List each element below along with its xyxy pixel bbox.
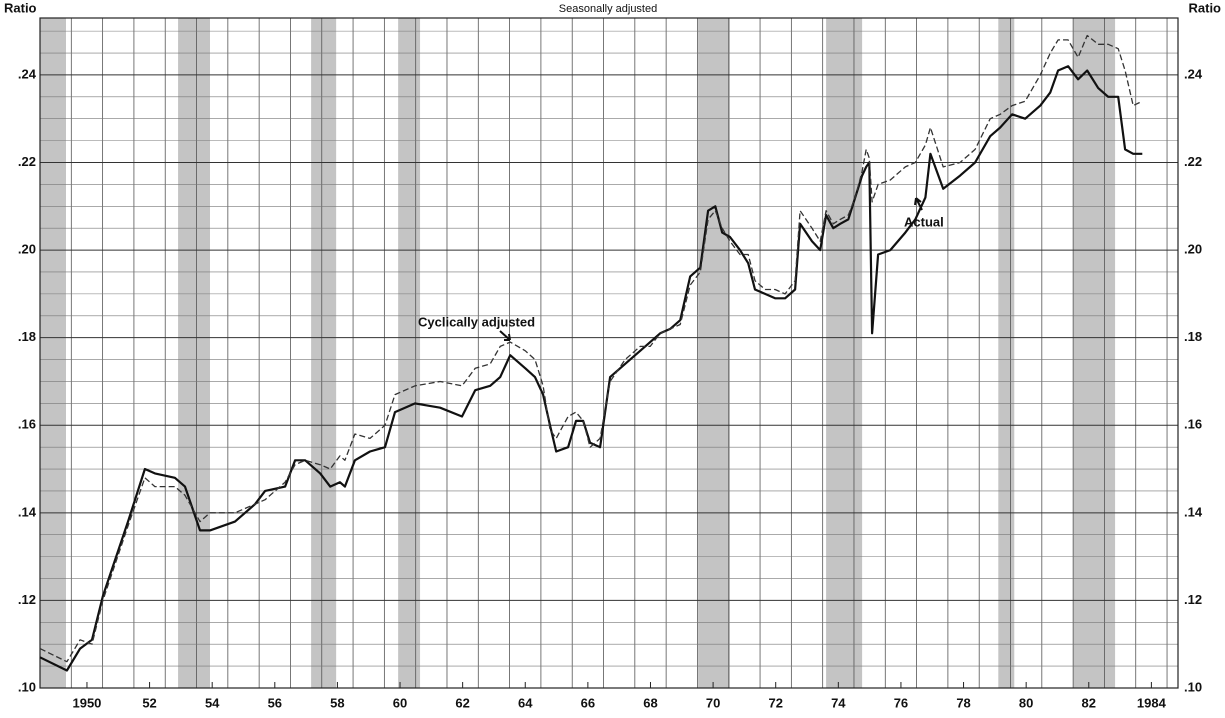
x-tick-label: 62 xyxy=(455,695,469,710)
annotation-arrow xyxy=(499,330,511,341)
y-tick-label-right: .22 xyxy=(1184,154,1202,169)
x-tick-label: 82 xyxy=(1082,695,1096,710)
y-tick-label: .20 xyxy=(18,242,36,257)
y-tick-label: .10 xyxy=(18,679,36,694)
y-tick-label-right: .20 xyxy=(1184,242,1202,257)
recession-band xyxy=(178,18,210,688)
recession-band xyxy=(40,18,66,688)
series-line xyxy=(39,34,1143,663)
y-tick-label-right: .12 xyxy=(1184,592,1202,607)
y-tick-label: .14 xyxy=(18,504,37,519)
x-tick-label: 78 xyxy=(956,695,970,710)
x-tick-label: 74 xyxy=(831,695,846,710)
y-tick-label: .12 xyxy=(18,592,36,607)
x-tick-label: 60 xyxy=(393,695,407,710)
x-tick-label: 58 xyxy=(330,695,344,710)
y-tick-label: .18 xyxy=(18,329,36,344)
recession-band xyxy=(1073,18,1116,688)
y-tick-label: .24 xyxy=(18,66,37,81)
series-annotation: Cyclically adjusted xyxy=(418,314,535,329)
x-tick-label: 68 xyxy=(643,695,657,710)
y-tick-label-right: .14 xyxy=(1184,504,1203,519)
recession-band xyxy=(698,18,731,688)
y-tick-label-right: .10 xyxy=(1184,679,1202,694)
series-annotation: Actual xyxy=(904,214,944,229)
x-tick-label: 70 xyxy=(706,695,720,710)
plot-frame xyxy=(39,17,1179,689)
x-tick-label: 72 xyxy=(768,695,782,710)
y-tick-label: .22 xyxy=(18,154,36,169)
x-tick-label: 76 xyxy=(894,695,908,710)
y-tick-label-right: .18 xyxy=(1184,329,1202,344)
recession-band xyxy=(398,18,421,688)
y-tick-label-right: .16 xyxy=(1184,417,1202,432)
x-tick-label: 1984 xyxy=(1137,695,1167,710)
x-tick-label: 64 xyxy=(518,695,533,710)
x-tick-label: 56 xyxy=(268,695,282,710)
series-line xyxy=(39,65,1143,672)
y-axis-label-right: Ratio xyxy=(1189,0,1222,15)
recession-band xyxy=(826,18,863,688)
x-tick-label: 66 xyxy=(581,695,595,710)
annotation-arrow xyxy=(914,197,923,211)
x-tick-label: 54 xyxy=(205,695,220,710)
y-axis-label: Ratio xyxy=(4,0,37,15)
y-tick-label-right: .24 xyxy=(1184,66,1203,81)
x-tick-label: 1950 xyxy=(72,695,101,710)
recession-band xyxy=(311,18,337,688)
chart-subtitle: Seasonally adjusted xyxy=(559,3,657,15)
x-tick-label: 52 xyxy=(142,695,156,710)
y-tick-label: .16 xyxy=(18,417,36,432)
x-tick-label: 80 xyxy=(1019,695,1033,710)
